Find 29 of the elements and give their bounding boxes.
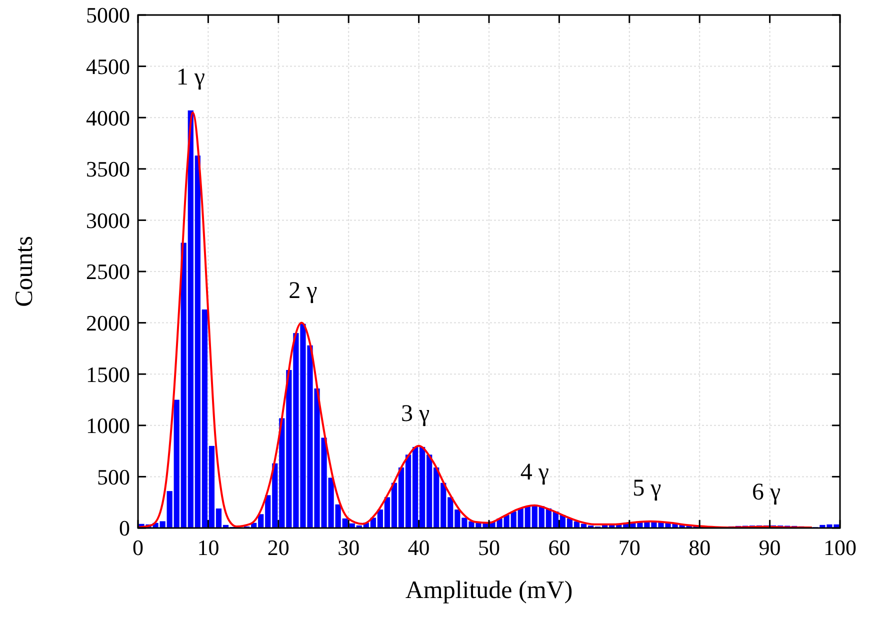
x-tick-label: 80 xyxy=(688,535,711,560)
x-tick-label: 90 xyxy=(758,535,781,560)
y-tick-label: 4500 xyxy=(86,54,130,79)
annotation: 1 γ xyxy=(176,64,206,90)
y-tick-label: 2000 xyxy=(86,310,130,336)
y-tick-label: 3000 xyxy=(86,208,130,233)
y-tick-label: 3500 xyxy=(86,156,130,182)
x-tick-label: 10 xyxy=(197,535,220,560)
annotation: 3 γ xyxy=(400,400,430,427)
y-tick-label: 4000 xyxy=(86,105,130,130)
y-tick-label: 0 xyxy=(119,516,130,541)
x-tick-label: 100 xyxy=(824,535,856,560)
annotation: 6 γ xyxy=(752,479,781,506)
x-tick-label: 70 xyxy=(618,535,640,560)
x-tick-label: 30 xyxy=(338,535,360,560)
annotation: 4 γ xyxy=(520,459,550,486)
x-tick-label: 20 xyxy=(267,535,290,560)
x-tick-label: 50 xyxy=(478,535,500,560)
y-tick-label: 500 xyxy=(97,464,130,490)
x-tick-label: 40 xyxy=(408,535,430,560)
annotation: 2 γ xyxy=(288,278,318,304)
y-tick-label: 1500 xyxy=(86,362,130,387)
y-axis-title: Counts xyxy=(11,236,38,307)
x-axis-title: Amplitude (mV) xyxy=(405,577,573,604)
y-tick-label: 5000 xyxy=(86,2,130,28)
annotation: 5 γ xyxy=(632,475,662,502)
y-tick-label: 1000 xyxy=(86,413,130,438)
y-tick-label: 2500 xyxy=(86,259,130,284)
x-tick-label: 60 xyxy=(548,535,570,560)
